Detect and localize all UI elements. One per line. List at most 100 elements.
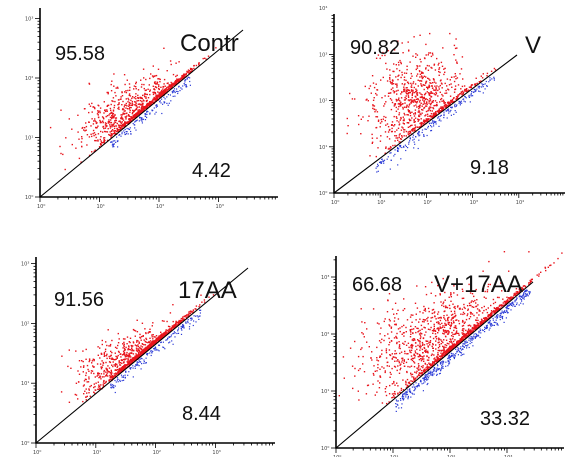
lower-population-dot xyxy=(125,370,127,372)
upper-population-dot xyxy=(143,109,145,111)
upper-population-dot xyxy=(412,357,414,360)
upper-population-dot xyxy=(438,345,441,348)
lower-population-dot xyxy=(407,147,409,149)
upper-population-dot xyxy=(428,102,430,104)
lower-population-dot xyxy=(193,320,195,322)
upper-population-dot xyxy=(165,90,167,92)
lower-population-dot xyxy=(379,161,381,163)
upper-population-dot xyxy=(343,377,345,379)
upper-population-dot xyxy=(433,105,435,107)
upper-population-dot xyxy=(363,371,366,373)
lower-population-dot xyxy=(110,141,112,143)
upper-population-dot xyxy=(60,109,62,111)
upper-population-dot xyxy=(478,81,481,83)
upper-population-dot xyxy=(400,389,403,391)
upper-population-dot xyxy=(97,139,99,141)
lower-population-dot xyxy=(154,349,156,351)
upper-population-dot xyxy=(466,305,469,307)
lower-population-dot xyxy=(188,328,191,330)
upper-population-dot xyxy=(111,126,113,128)
upper-population-dot xyxy=(419,311,421,313)
lower-population-dot xyxy=(185,322,187,324)
lower-population-dot xyxy=(139,361,141,363)
upper-population-dot xyxy=(121,95,124,97)
upper-population-dot xyxy=(471,331,474,333)
upper-population-dot xyxy=(404,350,406,353)
upper-population-dot xyxy=(498,308,500,311)
upper-population-dot xyxy=(477,319,479,322)
upper-population-dot xyxy=(107,128,109,130)
upper-population-dot xyxy=(396,313,398,315)
upper-population-dot xyxy=(367,384,370,386)
upper-population-dot xyxy=(395,76,397,78)
upper-population-dot xyxy=(456,77,459,79)
upper-population-dot xyxy=(116,366,118,369)
upper-population-dot xyxy=(113,364,115,366)
upper-population-dot xyxy=(425,369,427,371)
upper-population-dot xyxy=(389,128,391,131)
upper-population-dot xyxy=(445,319,447,322)
upper-population-dot xyxy=(454,305,456,308)
upper-population-dot xyxy=(416,285,418,287)
upper-population-dot xyxy=(449,32,451,35)
upper-population-dot xyxy=(362,355,364,358)
upper-population-dot xyxy=(177,79,179,81)
upper-population-dot xyxy=(143,94,146,96)
lower-population-dot xyxy=(174,332,176,334)
upper-population-dot xyxy=(391,121,394,123)
upper-population-dot xyxy=(517,291,519,293)
upper-population-dot xyxy=(131,112,134,115)
upper-population-dot xyxy=(83,393,85,395)
upper-population-dot xyxy=(456,332,458,334)
upper-population-dot xyxy=(95,382,97,384)
upper-population-dot xyxy=(104,348,107,350)
upper-population-dot xyxy=(491,289,493,292)
upper-population-dot xyxy=(125,90,127,92)
upper-population-dot xyxy=(113,375,116,377)
lower-population-dot xyxy=(478,85,480,87)
upper-population-dot xyxy=(126,354,129,357)
upper-population-dot xyxy=(440,342,442,345)
upper-population-dot xyxy=(110,350,112,353)
upper-population-dot xyxy=(182,318,184,320)
upper-population-dot xyxy=(431,329,434,332)
upper-population-dot xyxy=(413,354,415,356)
upper-population-dot xyxy=(99,357,101,359)
upper-population-dot xyxy=(370,357,372,359)
upper-population-dot xyxy=(412,100,414,102)
upper-population-dot xyxy=(422,312,424,314)
upper-population-dot xyxy=(416,92,418,95)
lower-population-dot xyxy=(184,81,186,83)
upper-population-dot xyxy=(461,91,463,93)
upper-population-dot xyxy=(477,323,479,325)
upper-population-dot xyxy=(399,330,401,333)
upper-population-dot xyxy=(193,67,195,70)
lower-population-dot xyxy=(397,164,399,166)
upper-population-dot xyxy=(446,351,448,353)
x-tick-label: 10⁰ xyxy=(37,204,45,210)
upper-population-dot xyxy=(403,89,405,91)
upper-population-dot xyxy=(114,365,116,367)
upper-population-dot xyxy=(109,125,111,128)
upper-population-dot xyxy=(191,70,193,72)
upper-population-dot xyxy=(434,112,437,114)
upper-population-dot xyxy=(461,332,463,334)
upper-population-dot xyxy=(136,350,138,352)
upper-population-dot xyxy=(411,93,414,95)
panel-17aa-lower-percent: 8.44 xyxy=(182,403,221,425)
upper-population-dot xyxy=(114,133,116,135)
upper-population-dot xyxy=(474,83,476,85)
lower-population-dot xyxy=(394,149,396,151)
upper-population-dot xyxy=(150,102,152,104)
lower-population-dot xyxy=(135,120,137,122)
upper-population-dot xyxy=(125,122,128,124)
upper-population-dot xyxy=(98,105,100,107)
upper-population-dot xyxy=(452,313,454,316)
upper-population-dot xyxy=(149,346,151,348)
upper-population-dot xyxy=(97,111,99,114)
upper-population-dot xyxy=(414,342,417,344)
upper-population-dot xyxy=(152,334,154,336)
upper-population-dot xyxy=(130,362,132,365)
upper-population-dot xyxy=(131,102,133,104)
lower-population-dot xyxy=(190,319,192,321)
